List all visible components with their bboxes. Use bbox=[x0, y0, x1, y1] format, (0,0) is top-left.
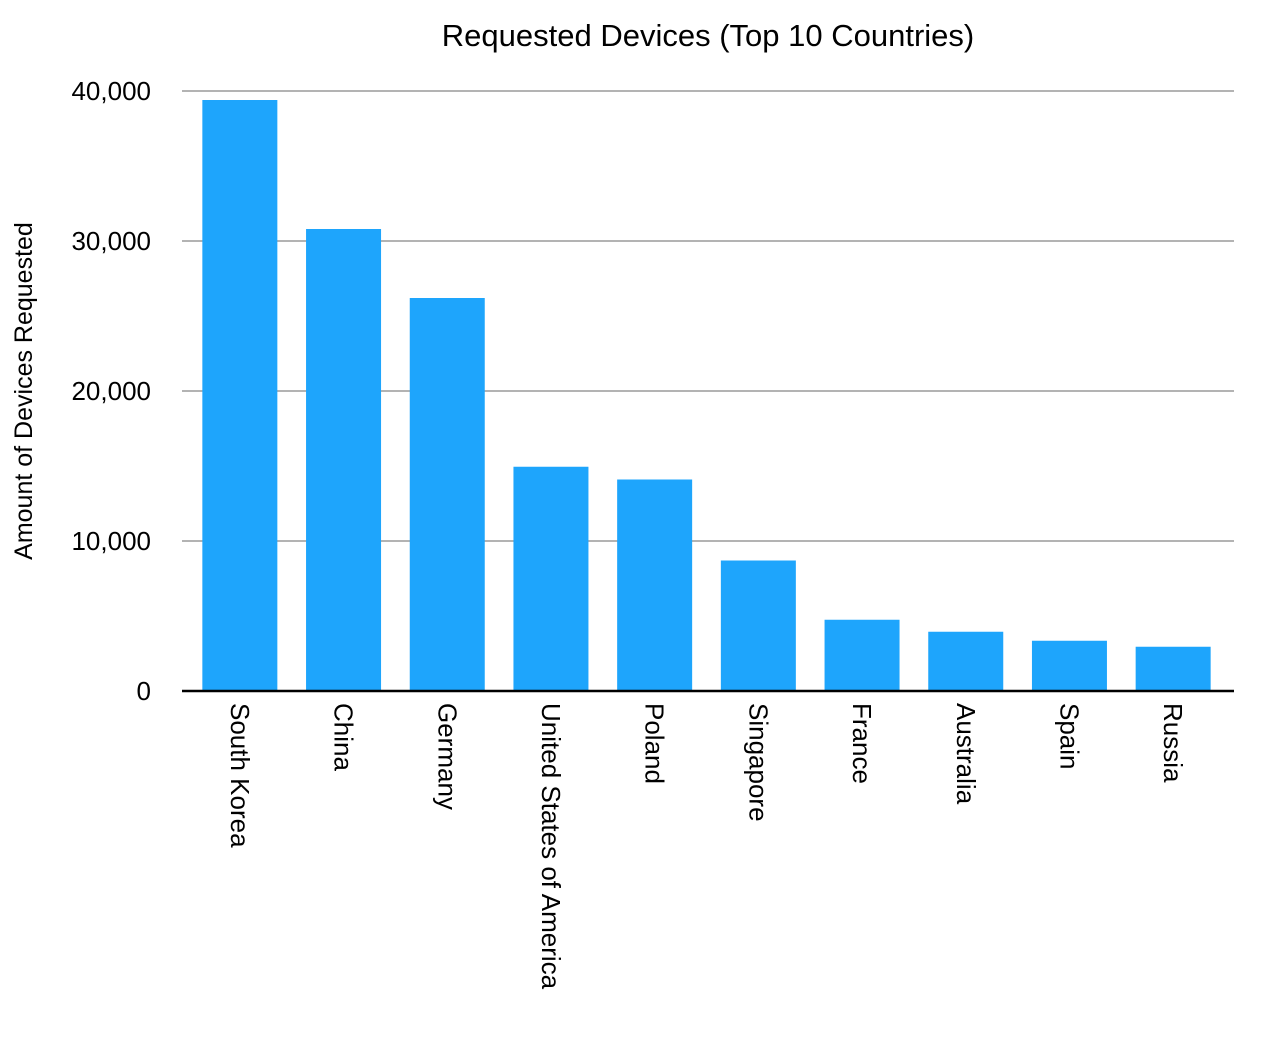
y-tick-label: 20,000 bbox=[71, 376, 151, 406]
x-category-label: Germany bbox=[432, 703, 462, 810]
y-axis-ticks: 0 10,000 20,000 30,000 40,000 bbox=[71, 76, 151, 706]
bar bbox=[720, 560, 796, 691]
y-tick-label: 40,000 bbox=[71, 76, 151, 106]
bar bbox=[617, 479, 693, 691]
bar bbox=[1031, 640, 1107, 691]
x-category-label: France bbox=[847, 703, 877, 784]
y-tick-label: 30,000 bbox=[71, 226, 151, 256]
x-category-label: Australia bbox=[951, 703, 981, 805]
x-category-label: United States of America bbox=[536, 703, 566, 990]
y-axis-label: Amount of Devices Requested bbox=[10, 222, 38, 560]
bar bbox=[202, 100, 278, 691]
x-category-label: Poland bbox=[640, 703, 670, 784]
bar bbox=[513, 466, 589, 691]
bar bbox=[928, 631, 1004, 691]
x-category-label: Spain bbox=[1054, 703, 1084, 770]
chart-title: Requested Devices (Top 10 Countries) bbox=[442, 18, 974, 53]
bar bbox=[1135, 646, 1211, 691]
bar bbox=[824, 619, 900, 691]
y-tick-label: 0 bbox=[137, 676, 151, 706]
x-category-label: China bbox=[329, 703, 359, 771]
bar bbox=[306, 229, 382, 691]
x-category-label: Singapore bbox=[743, 703, 773, 822]
bar bbox=[409, 298, 485, 691]
x-category-label: South Korea bbox=[225, 703, 255, 848]
x-category-label: Russia bbox=[1158, 703, 1188, 783]
y-tick-label: 10,000 bbox=[71, 526, 151, 556]
x-axis-category-labels: South Korea China Germany United States of … bbox=[225, 703, 1188, 990]
bars bbox=[202, 100, 1211, 691]
